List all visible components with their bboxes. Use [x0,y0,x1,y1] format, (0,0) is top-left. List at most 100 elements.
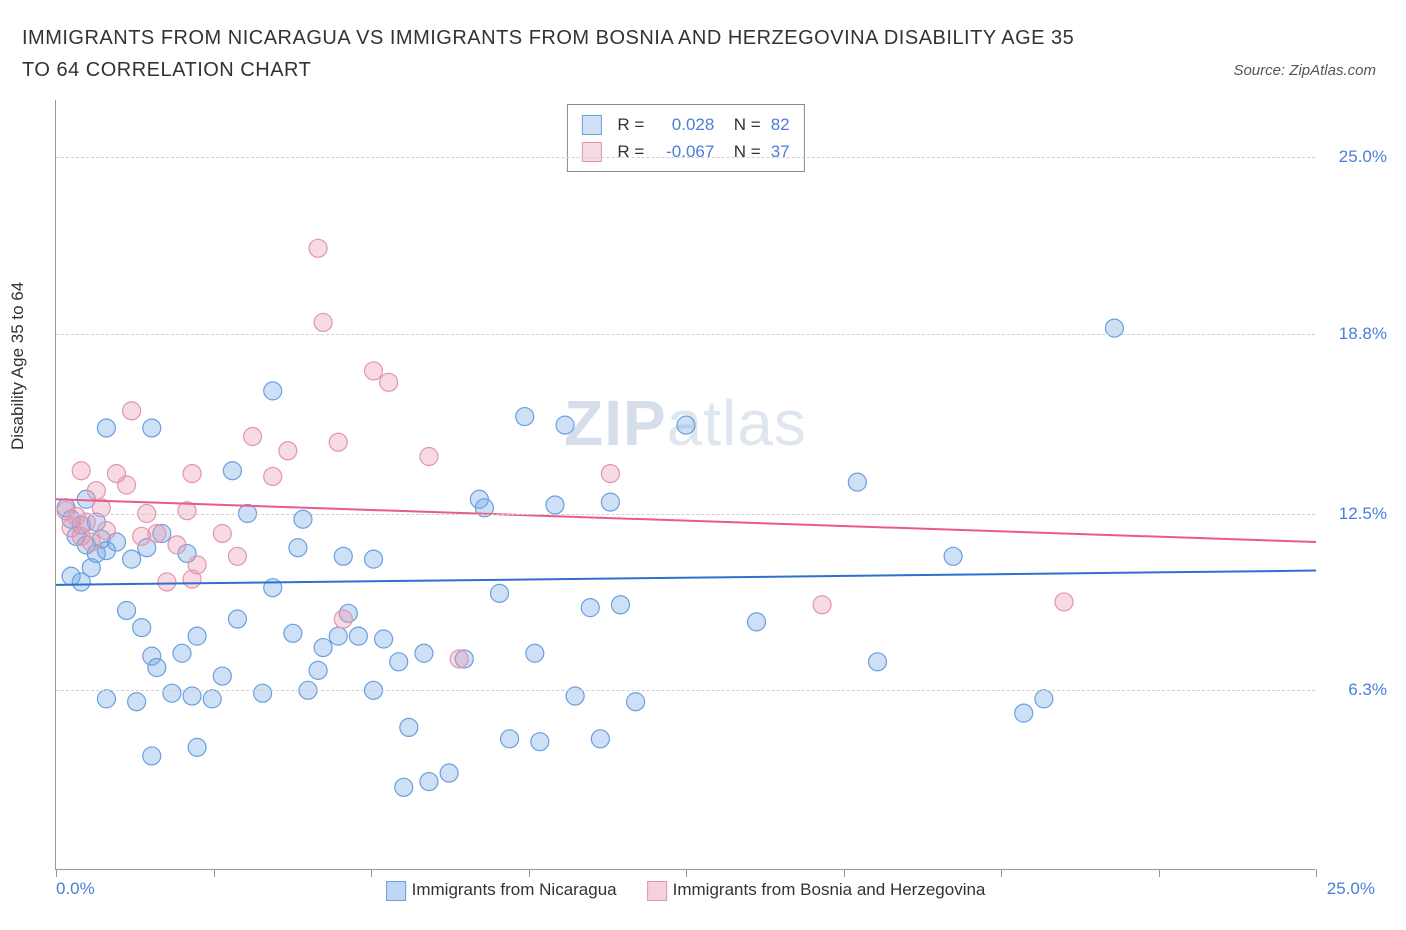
n-label: N = [724,138,760,165]
data-point [314,639,332,657]
data-point [183,465,201,483]
x-tick [371,869,372,877]
data-point [133,619,151,637]
y-tick-label: 12.5% [1327,504,1387,524]
x-tick [844,869,845,877]
data-point [123,550,141,568]
legend-row: R =-0.067 N =37 [581,138,789,165]
data-point [77,513,95,531]
data-point [450,650,468,668]
data-point [173,644,191,662]
data-point [501,730,519,748]
gridline [56,334,1315,335]
legend-label: Immigrants from Bosnia and Herzegovina [673,880,986,899]
data-point [420,447,438,465]
data-point [244,428,262,446]
data-point [375,630,393,648]
data-point [400,718,418,736]
data-point [329,627,347,645]
y-tick-label: 25.0% [1327,147,1387,167]
chart-title: IMMIGRANTS FROM NICARAGUA VS IMMIGRANTS … [22,22,1102,86]
data-point [601,465,619,483]
data-point [118,601,136,619]
data-point [581,599,599,617]
data-point [395,778,413,796]
data-point [329,433,347,451]
data-point [203,690,221,708]
correlation-legend: R =0.028 N =82R =-0.067 N =37 [566,104,804,172]
data-point [380,373,398,391]
legend-swatch [581,142,601,162]
data-point [334,610,352,628]
y-tick-label: 6.3% [1327,680,1387,700]
data-point [128,693,146,711]
data-point [279,442,297,460]
gridline [56,690,1315,691]
data-point [97,690,115,708]
data-point [228,610,246,628]
data-point [546,496,564,514]
data-point [254,684,272,702]
scatter-plot [56,100,1315,869]
data-point [556,416,574,434]
x-tick [1159,869,1160,877]
x-tick [214,869,215,877]
data-point [591,730,609,748]
data-point [491,584,509,602]
data-point [415,644,433,662]
legend-label: Immigrants from Nicaragua [412,880,617,899]
data-point [143,419,161,437]
data-point [97,522,115,540]
data-point [82,533,100,551]
data-point [334,547,352,565]
n-value: 82 [771,111,790,138]
x-tick [56,869,57,877]
data-point [87,482,105,500]
data-point [365,362,383,380]
data-point [284,624,302,642]
data-point [813,596,831,614]
legend-row: R =0.028 N =82 [581,111,789,138]
data-point [601,493,619,511]
data-point [314,313,332,331]
legend-swatch [386,881,406,901]
data-point [848,473,866,491]
y-axis-label: Disability Age 35 to 64 [8,282,28,450]
data-point [289,539,307,557]
n-label: N = [724,111,760,138]
data-point [183,570,201,588]
data-point [158,573,176,591]
data-point [123,402,141,420]
n-value: 37 [771,138,790,165]
data-point [228,547,246,565]
data-point [213,667,231,685]
data-point [143,747,161,765]
data-point [611,596,629,614]
data-point [309,661,327,679]
source-label: Source: ZipAtlas.com [1233,62,1376,79]
data-point [223,462,241,480]
data-point [944,547,962,565]
data-point [188,627,206,645]
legend-swatch [581,115,601,135]
data-point [365,550,383,568]
series-legend: Immigrants from Nicaragua Immigrants from… [386,880,986,901]
data-point [531,733,549,751]
regression-line [56,571,1316,585]
data-point [97,419,115,437]
r-label: R = [617,111,644,138]
data-point [148,659,166,677]
r-value: -0.067 [654,138,714,165]
data-point [677,416,695,434]
legend-swatch [647,881,667,901]
data-point [264,467,282,485]
gridline [56,157,1315,158]
legend-item: Immigrants from Nicaragua [386,880,617,901]
data-point [627,693,645,711]
chart-area: ZIPatlas R =0.028 N =82R =-0.067 N =37 0… [55,100,1315,870]
x-tick [1316,869,1317,877]
data-point [526,644,544,662]
data-point [82,559,100,577]
gridline [56,514,1315,515]
data-point [168,536,186,554]
